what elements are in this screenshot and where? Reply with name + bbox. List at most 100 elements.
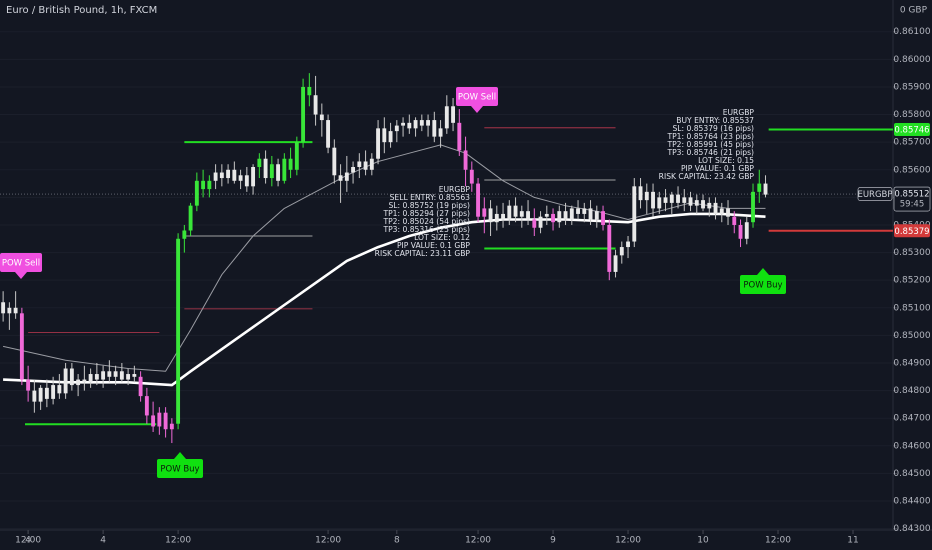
candle-body xyxy=(619,247,624,256)
candle-body xyxy=(238,175,243,181)
y-tick-label: 0.84700 xyxy=(893,414,930,424)
candle-body xyxy=(601,211,605,225)
candle-body xyxy=(582,208,587,214)
candle-body xyxy=(701,200,705,209)
last-price-label: 0.85512 xyxy=(894,190,929,200)
y-tick-label: 0.84800 xyxy=(893,386,930,396)
candle-body xyxy=(288,158,293,170)
candle-body xyxy=(338,175,343,181)
y-tick-label: 0.85700 xyxy=(893,138,930,148)
y-tick-label: 0.86100 xyxy=(893,27,930,37)
y-tick-label: 0.85900 xyxy=(893,82,930,92)
signal-pointer xyxy=(757,268,769,275)
candle-body xyxy=(494,213,499,223)
candle-body xyxy=(707,202,712,209)
candle-body xyxy=(657,197,662,209)
candle-body xyxy=(738,224,743,239)
candle-body xyxy=(594,211,599,220)
candle-body xyxy=(176,238,181,424)
candle-body xyxy=(163,412,168,430)
candle-body xyxy=(644,191,649,201)
candle-body xyxy=(401,122,406,126)
candle-body xyxy=(676,194,680,203)
candle-body xyxy=(407,122,412,129)
candle-body xyxy=(513,205,518,217)
candle-body xyxy=(319,114,324,121)
candle-body xyxy=(463,150,468,170)
info-line: TP2: 0.85991 (45 pips) xyxy=(666,140,754,149)
candle-body xyxy=(326,120,331,148)
y-tick-label: 0.84500 xyxy=(893,469,930,479)
candle-body xyxy=(188,205,193,231)
candle-body xyxy=(57,385,62,394)
signal-label: POW Buy xyxy=(160,465,199,475)
candle-body xyxy=(457,122,462,151)
candle-body xyxy=(7,307,12,314)
price-tag xyxy=(894,122,930,136)
candle-body xyxy=(301,86,306,143)
candle-body xyxy=(363,161,368,170)
candle-body xyxy=(294,142,299,170)
chart-title: Euro / British Pound, 1h, FXCM xyxy=(6,5,157,16)
candle-body xyxy=(44,387,49,399)
info-line: EURGBP xyxy=(439,185,471,194)
signal-pointer xyxy=(15,272,27,279)
candle-body xyxy=(1,302,6,314)
candle-body xyxy=(519,211,524,217)
y-tick-label: 0.85800 xyxy=(893,110,930,120)
candle-body xyxy=(94,374,99,380)
candle-body xyxy=(101,371,106,380)
candle-body xyxy=(351,167,356,173)
y-tick-label: 0.85300 xyxy=(893,248,930,258)
candle-body xyxy=(538,216,543,228)
x-tick-label: 12:00 xyxy=(15,536,41,546)
signal-pointer xyxy=(471,106,483,113)
candle-body xyxy=(26,379,31,391)
candle-body xyxy=(532,219,537,228)
candle-body xyxy=(507,205,512,220)
info-line: TP3: 0.85316 (25 pips) xyxy=(382,225,470,234)
candle-body xyxy=(419,120,424,126)
signal-pointer xyxy=(174,452,186,459)
candle-body xyxy=(732,216,737,225)
last-price-tag xyxy=(893,186,931,212)
info-line: RISK CAPITAL: 23.11 GBP xyxy=(375,249,471,258)
signal-box xyxy=(456,87,498,106)
candle-body xyxy=(32,390,37,402)
candle-body xyxy=(226,169,231,179)
candle-body xyxy=(132,374,137,377)
x-tick-label: 12:00 xyxy=(165,536,191,546)
y-tick-label: 0.86000 xyxy=(893,55,930,65)
candle-body xyxy=(432,120,437,137)
y-tick-label: 0.85000 xyxy=(893,331,930,341)
candle-body xyxy=(713,202,718,214)
candle-body xyxy=(726,208,730,217)
moving-average xyxy=(2,144,766,372)
info-line: EURGBP xyxy=(723,108,755,117)
candle-body xyxy=(476,183,480,217)
candle-body xyxy=(313,95,318,115)
y-tick-label: 0.84600 xyxy=(893,441,930,451)
candle-body xyxy=(269,164,274,179)
candle-body xyxy=(244,175,249,187)
candle-body xyxy=(69,368,74,386)
candle-body xyxy=(694,200,699,206)
candle-body xyxy=(332,147,337,176)
candle-body xyxy=(282,158,287,181)
x-tick-label: 9 xyxy=(550,536,556,546)
y-tick-label: 0.85600 xyxy=(893,165,930,175)
info-line: LOT SIZE: 0.15 xyxy=(698,156,754,165)
price-tag-label: 0.85379 xyxy=(894,227,929,237)
info-line: RISK CAPITAL: 23.42 GBP xyxy=(659,172,755,181)
info-line: TP3: 0.85746 (21 pips) xyxy=(666,148,754,157)
candle-body xyxy=(107,371,112,377)
x-tick-label: 12:00 xyxy=(315,536,341,546)
candle-body xyxy=(688,197,693,206)
info-line: BUY ENTRY: 0.85537 xyxy=(676,116,754,125)
candle-body xyxy=(744,222,749,239)
candle-body xyxy=(219,172,224,179)
candle-body xyxy=(576,208,580,214)
candle-body xyxy=(76,379,81,386)
candle-body xyxy=(663,197,668,203)
info-line: PIP VALUE: 0.1 GBP xyxy=(681,164,754,173)
